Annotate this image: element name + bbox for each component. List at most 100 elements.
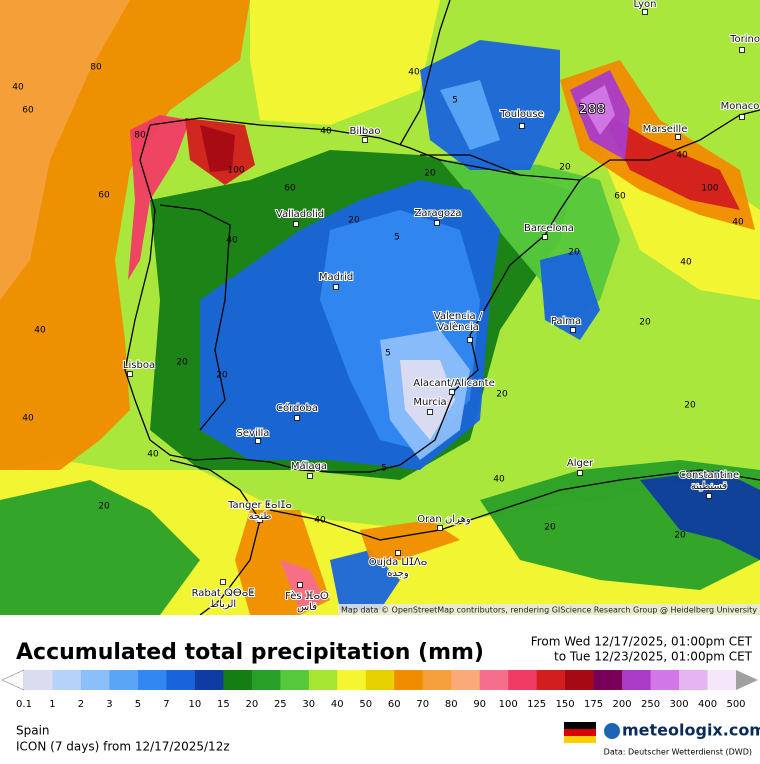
city-marker — [519, 123, 525, 129]
contour-label: 40 — [22, 414, 34, 424]
contour-label: 100 — [227, 166, 244, 176]
contour-label: 5 — [394, 233, 400, 243]
contour-label: 20 — [674, 531, 686, 541]
city-marker — [395, 550, 401, 556]
legend-swatch — [24, 670, 53, 690]
legend-tick-label: 60 — [388, 699, 401, 710]
legend-arrow — [736, 670, 758, 690]
precip-area — [640, 470, 760, 560]
legend-swatch — [479, 670, 509, 690]
city-marker — [739, 47, 745, 53]
city-marker — [257, 517, 263, 523]
flag-stripe — [564, 722, 596, 729]
city-marker — [437, 525, 443, 531]
legend-tick-label: 7 — [163, 699, 169, 710]
city-label: Barcelona — [524, 223, 574, 234]
legend-swatch — [593, 670, 623, 690]
brand[interactable]: meteologix.com — [622, 721, 760, 740]
contour-label: 40 — [320, 127, 332, 137]
logo-icon — [604, 723, 620, 739]
legend-swatch — [308, 670, 338, 690]
legend-swatch — [166, 670, 196, 690]
precip-area — [0, 480, 200, 615]
city-label: Lyon — [633, 0, 656, 10]
legend-tick-label: 125 — [527, 699, 546, 710]
legend-tick-label: 100 — [499, 699, 518, 710]
region: Spain — [16, 724, 50, 738]
legend-tick-label: 3 — [106, 699, 112, 710]
legend-tick-label: 300 — [669, 699, 688, 710]
contour-label: 40 — [147, 450, 159, 460]
legend-swatch — [508, 670, 538, 690]
contour-label: 40 — [493, 475, 505, 485]
contour-label: 20 — [216, 371, 228, 381]
city-label: Málaga — [291, 460, 327, 472]
city-label: Zaragoza — [414, 208, 461, 219]
legend-swatch — [622, 670, 652, 690]
contour-label: 40 — [680, 258, 692, 268]
legend-swatch — [451, 670, 481, 690]
legend-swatch — [365, 670, 395, 690]
legend-swatch — [536, 670, 566, 690]
coastline — [269, 469, 760, 541]
precip-area — [540, 250, 600, 340]
legend-swatch — [337, 670, 367, 690]
city-marker — [570, 327, 576, 333]
city-label: Constantine — [679, 470, 739, 481]
map-field: 40 80 60 80 100 60 60 40 40 40 20 40 20 40 5 40 20 5 20 20 2… — [0, 0, 760, 615]
legend-tick-label: 5 — [135, 699, 141, 710]
city-marker — [307, 473, 313, 479]
city-marker — [362, 137, 368, 143]
legend-swatch — [565, 670, 595, 690]
contour-label: 40 — [408, 68, 420, 78]
city-label: Lisboa — [123, 360, 155, 371]
legend-tick-label: 400 — [698, 699, 717, 710]
city-marker — [427, 409, 433, 415]
legend-swatch — [80, 670, 110, 690]
precip-area — [0, 0, 130, 300]
legend-swatch — [137, 670, 167, 690]
legend-swatch — [223, 670, 253, 690]
legend-tick-label: 250 — [641, 699, 660, 710]
city-label: Monaco — [721, 101, 760, 112]
legend-swatch — [422, 670, 452, 690]
legend: 0.1 1 2 3 5 7 10 15 20 25 30 40 50 60 70 80 90 100 125 150 1… — [1, 669, 758, 710]
legend-tick-label: 90 — [473, 699, 486, 710]
coastline — [399, 0, 451, 146]
contour-label: 20 — [176, 358, 188, 368]
attribution: Map data © OpenStreetMap contributors, r… — [341, 606, 757, 615]
legend-swatch — [650, 670, 680, 690]
precip-area — [580, 85, 615, 135]
city-marker — [220, 579, 226, 585]
city-marker — [449, 389, 455, 395]
attribution-bar — [338, 604, 760, 615]
city-marker — [675, 134, 681, 140]
coastline — [420, 154, 521, 176]
legend-tick-label: 40 — [331, 699, 344, 710]
contour-label: 5 — [385, 349, 391, 359]
legend-tick-label: 2 — [78, 699, 84, 710]
city-label: Fès ⴼⴰⵙ — [285, 590, 329, 602]
contour-label: 80 — [90, 63, 102, 73]
map: 40 80 60 80 100 60 60 40 40 40 20 40 20 40 5 40 20 5 20 20 2… — [0, 0, 760, 615]
contour-label: 20 — [639, 318, 651, 328]
city-label: Murcia — [413, 397, 446, 408]
legend-tick-label: 500 — [726, 699, 745, 710]
contour-label: 60 — [284, 184, 296, 194]
legend-swatch — [394, 670, 424, 690]
flag-stripe — [564, 736, 596, 743]
legend-swatch — [194, 670, 224, 690]
legend-tick-label: 10 — [189, 699, 202, 710]
precip-area — [250, 0, 440, 125]
legend-swatch — [52, 670, 82, 690]
model-run: ICON (7 days) from 12/17/2025/12z — [16, 740, 230, 754]
legend-tick-label: 70 — [416, 699, 429, 710]
contour-label: 288 — [578, 103, 605, 118]
city-label: Córdoba — [276, 402, 318, 414]
flag-stripe — [564, 729, 596, 736]
contour-label: 5 — [381, 464, 387, 474]
city-marker — [333, 284, 339, 290]
contour-label: 40 — [34, 326, 46, 336]
city-label: Toulouse — [499, 109, 543, 120]
